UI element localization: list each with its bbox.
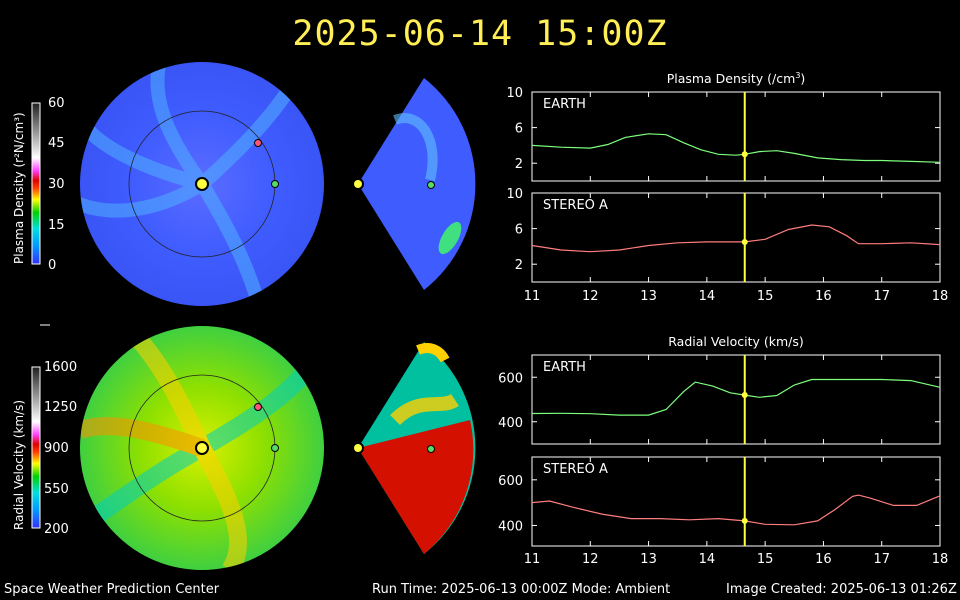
footer-run-time: Run Time: 2025-06-13 00:00Z Mode: Ambien…: [372, 582, 671, 597]
x-tick-label: 14: [699, 552, 716, 567]
y-tick-label: 10: [506, 86, 523, 101]
footer-agency: Space Weather Prediction Center: [4, 582, 220, 597]
x-tick-label: 13: [640, 552, 657, 567]
velocity-colorbar: [31, 366, 41, 529]
series-line-earth: [531, 133, 941, 163]
x-tick-label: 15: [757, 552, 774, 567]
wedge-earth-marker: [427, 181, 435, 189]
series-line-earth: [531, 378, 941, 416]
stereo-a-marker-vel: [254, 403, 262, 411]
footer-image-created: Image Created: 2025-06-13 01:26Z: [726, 582, 957, 597]
earth-marker: [271, 180, 279, 188]
velocity-tick: 900: [44, 441, 69, 456]
x-tick-label: 17: [873, 289, 890, 304]
y-tick-label: 600: [498, 371, 523, 386]
panel-label: EARTH: [543, 97, 586, 112]
density-tick: 60: [48, 96, 65, 111]
series-line-stereo-a: [531, 494, 941, 526]
plot-frame: [531, 354, 941, 445]
stereo-a-marker: [254, 139, 262, 147]
velocity-meridional-wedge: [352, 342, 476, 554]
density-meridional-wedge: [352, 78, 476, 290]
x-tick-label: 14: [699, 289, 716, 304]
density-colorbar-label: Plasma Density (r²N/cm³): [12, 112, 26, 264]
current-time-point: [741, 151, 748, 158]
velocity-colorbar-label: Radial Velocity (km/s): [12, 399, 26, 530]
x-tick-label: 12: [582, 552, 599, 567]
x-tick-label: 18: [932, 289, 949, 304]
velocity-ecliptic-disc: [80, 326, 324, 570]
x-tick-label: 15: [757, 289, 774, 304]
density-ecliptic-disc: [80, 62, 324, 306]
current-time-point: [741, 517, 748, 524]
wedge-sun-marker: [352, 178, 364, 190]
x-tick-label: 13: [640, 289, 657, 304]
sun-marker: [195, 177, 209, 191]
timestamp-title: 2025-06-14 15:00Z: [292, 14, 668, 54]
density-tick: 30: [48, 177, 65, 192]
x-tick-label: 18: [932, 552, 949, 567]
chart-title: Radial Velocity (km/s): [668, 334, 804, 349]
velocity-tick: 1250: [44, 400, 78, 415]
x-tick-label: 12: [582, 289, 599, 304]
x-tick-label: 11: [524, 552, 541, 567]
plot-frame: [531, 91, 941, 182]
chart-title: Plasma Density (/cm3): [667, 71, 806, 86]
x-tick-label: 16: [815, 289, 832, 304]
plot-frame: [531, 192, 941, 283]
x-tick-label: 17: [873, 552, 890, 567]
series-line-stereo-a: [531, 224, 941, 253]
y-tick-label: 10: [506, 187, 523, 202]
y-tick-label: 6: [515, 122, 523, 137]
sun-marker-vel: [195, 441, 209, 455]
y-tick-label: 2: [515, 157, 523, 172]
velocity-tick: 550: [44, 482, 69, 497]
current-time-point: [741, 392, 748, 399]
y-tick-label: 400: [498, 416, 523, 431]
velocity-tick: 200: [44, 522, 69, 537]
current-time-point: [741, 238, 748, 245]
velocity-tick: 1600: [44, 360, 78, 375]
density-tick: 15: [48, 218, 65, 233]
x-tick-label: 11: [524, 289, 541, 304]
y-tick-label: 2: [515, 258, 523, 273]
earth-marker-vel: [271, 444, 279, 452]
y-tick-label: 600: [498, 474, 523, 489]
x-tick-label: 16: [815, 552, 832, 567]
panel-label: STEREO A: [543, 462, 608, 477]
density-tick: 45: [48, 136, 65, 151]
wedge-sun-marker-vel: [352, 442, 364, 454]
panel-label: STEREO A: [543, 198, 608, 213]
wedge-earth-marker-vel: [427, 445, 435, 453]
y-tick-label: 6: [515, 223, 523, 238]
timeseries-plots: Plasma Density (/cm3) 2 6 10 EARTH 2 6 10 STEREO…: [498, 71, 948, 567]
density-colorbar: [31, 102, 41, 265]
panel-label: EARTH: [543, 360, 586, 375]
y-tick-label: 400: [498, 519, 523, 534]
plot-frame: [531, 456, 941, 547]
density-tick: 0: [48, 258, 57, 273]
